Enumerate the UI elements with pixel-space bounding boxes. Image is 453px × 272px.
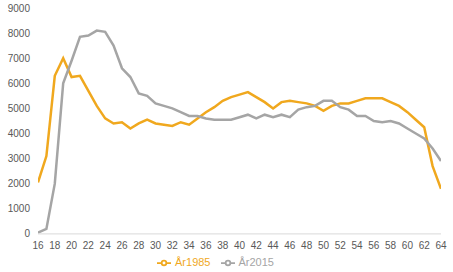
svg-text:4000: 4000 <box>8 128 30 139</box>
svg-text:54: 54 <box>351 240 363 251</box>
svg-text:50: 50 <box>318 240 330 251</box>
svg-text:34: 34 <box>184 240 196 251</box>
svg-text:20: 20 <box>66 240 78 251</box>
svg-text:64: 64 <box>435 240 445 251</box>
svg-text:16: 16 <box>32 240 44 251</box>
svg-text:40: 40 <box>234 240 246 251</box>
svg-text:46: 46 <box>284 240 296 251</box>
svg-text:5000: 5000 <box>8 103 30 114</box>
svg-text:38: 38 <box>217 240 229 251</box>
svg-text:22: 22 <box>83 240 95 251</box>
svg-text:28: 28 <box>133 240 145 251</box>
svg-text:3000: 3000 <box>8 153 30 164</box>
svg-text:56: 56 <box>368 240 380 251</box>
svg-text:44: 44 <box>268 240 280 251</box>
svg-text:36: 36 <box>200 240 212 251</box>
svg-text:9000: 9000 <box>8 3 30 14</box>
svg-text:0: 0 <box>24 228 30 239</box>
svg-text:42: 42 <box>251 240 263 251</box>
svg-text:26: 26 <box>116 240 128 251</box>
svg-text:52: 52 <box>335 240 347 251</box>
svg-text:48: 48 <box>301 240 313 251</box>
svg-text:1000: 1000 <box>8 203 30 214</box>
html-text:År2015: År2015 <box>238 255 274 268</box>
svg-text:32: 32 <box>167 240 179 251</box>
svg-text:6000: 6000 <box>8 78 30 89</box>
svg-text:8000: 8000 <box>8 28 30 39</box>
svg-text:62: 62 <box>419 240 431 251</box>
svg-text:18: 18 <box>49 240 61 251</box>
svg-text:30: 30 <box>150 240 162 251</box>
svg-text:58: 58 <box>385 240 397 251</box>
svg-text:24: 24 <box>100 240 112 251</box>
svg-text:60: 60 <box>402 240 414 251</box>
svg-text:2000: 2000 <box>8 178 30 189</box>
svg-text:7000: 7000 <box>8 53 30 64</box>
html-text:År1985: År1985 <box>175 255 211 268</box>
